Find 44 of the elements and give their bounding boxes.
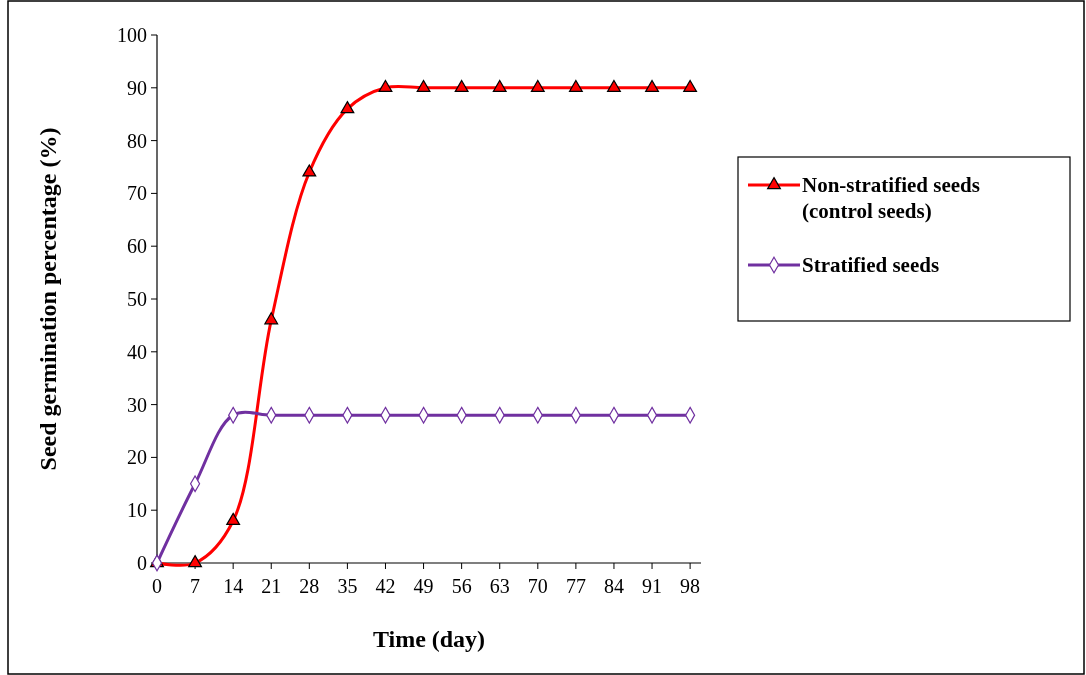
legend-label: Stratified seeds [802, 253, 940, 277]
y-tick-label: 40 [127, 340, 147, 363]
y-tick-label: 70 [127, 182, 147, 205]
x-tick-label: 0 [152, 575, 162, 597]
x-tick-label: 21 [261, 575, 282, 597]
x-tick-label: 14 [223, 575, 244, 597]
point [607, 79, 621, 93]
x-tick-label: 42 [375, 575, 396, 597]
y-tick-label: 100 [117, 24, 147, 46]
point [683, 79, 698, 93]
x-tick-label: 49 [413, 575, 434, 597]
point [492, 79, 507, 93]
x-tick-label: 70 [527, 575, 548, 597]
x-tick-label: 28 [299, 575, 320, 597]
y-tick-label: 60 [127, 235, 147, 258]
point [416, 79, 431, 93]
y-tick-label: 80 [127, 129, 147, 152]
point [378, 79, 393, 93]
point [645, 79, 659, 93]
point [530, 79, 545, 93]
y-tick-label: 20 [127, 446, 147, 469]
x-tick-label: 84 [603, 575, 624, 597]
point [568, 79, 583, 93]
point [454, 79, 469, 93]
point [302, 164, 317, 177]
x-tick-label: 98 [680, 575, 701, 597]
point [340, 100, 355, 114]
legend-label: Non-stratified seeds (control seeds) [802, 173, 980, 223]
x-tick-label: 35 [337, 575, 358, 597]
y-tick-label: 0 [137, 552, 147, 574]
point [188, 555, 203, 568]
point [226, 512, 241, 526]
x-tick-label: 56 [451, 575, 472, 597]
x-tick-label: 91 [642, 575, 663, 597]
x-tick-label: 77 [565, 575, 586, 597]
y-tick-label: 10 [127, 499, 147, 522]
y-tick-label: 50 [127, 288, 147, 310]
x-axis-title: Time (day) [372, 626, 486, 652]
x-tick-label: 7 [190, 575, 201, 597]
y-tick-label: 90 [127, 76, 147, 99]
x-tick-label: 63 [489, 575, 510, 597]
y-axis-title: Seed germination percentage (%) [35, 127, 61, 471]
point [264, 312, 279, 325]
y-tick-label: 30 [127, 393, 147, 416]
